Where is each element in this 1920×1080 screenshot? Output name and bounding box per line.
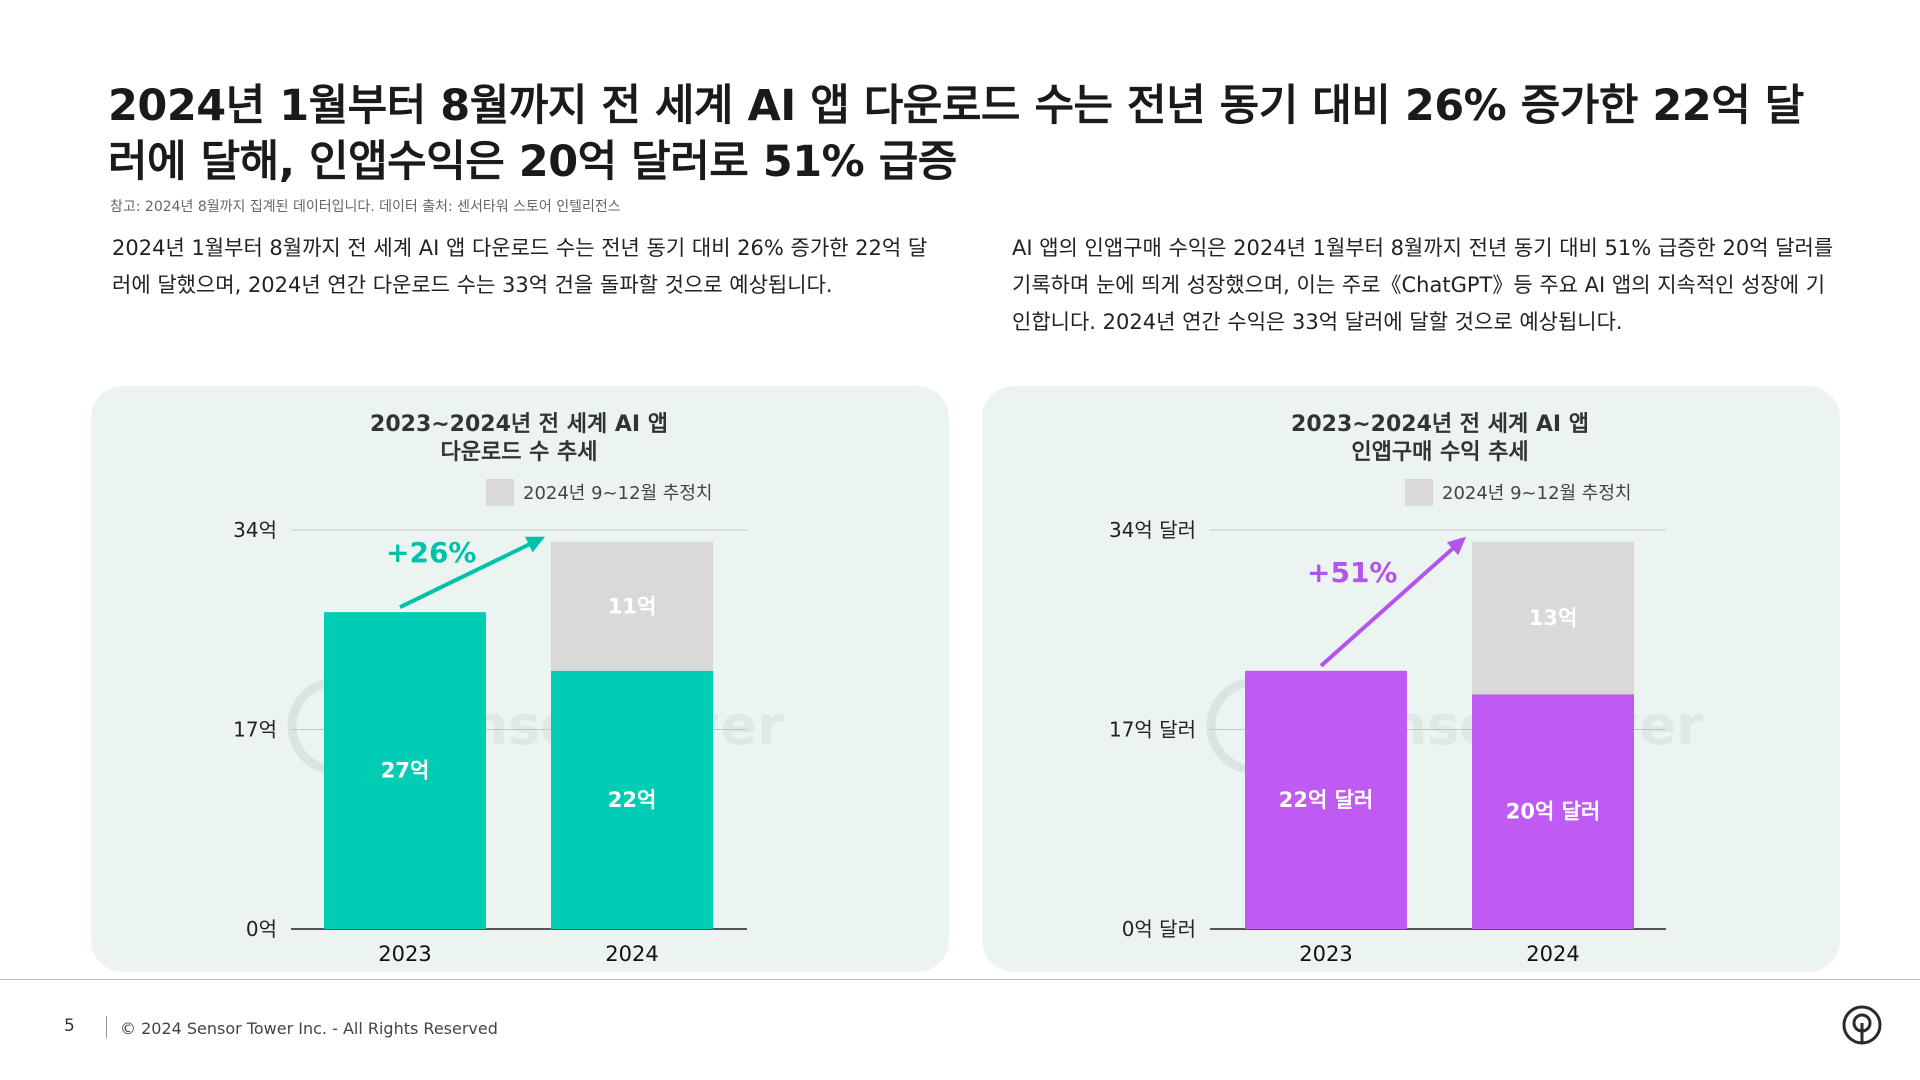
chart-title-line: 2023~2024년 전 세계 AI 앱 — [1291, 412, 1589, 437]
chart-title-line: 인앱구매 수익 추세 — [1351, 440, 1528, 465]
bar-estimate — [1472, 541, 1634, 695]
chart-title-line: 다운로드 수 추세 — [441, 440, 598, 465]
bar-data-label: 11억 — [608, 594, 657, 618]
page-title: 2024년 1월부터 8월까지 전 세계 AI 앱 다운로드 수는 전년 동기 … — [108, 81, 1804, 187]
bar-data-label: 27억 — [381, 759, 430, 783]
legend-label: 2024년 9~12월 추정치 — [1442, 483, 1632, 504]
x-tick-label: 2024 — [605, 942, 658, 966]
y-tick-label: 17억 — [233, 718, 277, 742]
y-tick-label: 34억 달러 — [1109, 518, 1196, 542]
bar-data-label: 22억 — [608, 788, 657, 812]
bar-actual — [324, 612, 486, 929]
copyright-text: © 2024 Sensor Tower Inc. - All Rights Re… — [120, 1019, 498, 1038]
bar-actual — [1472, 694, 1634, 929]
bar-data-label: 13억 — [1529, 606, 1578, 630]
growth-arrow-head — [525, 536, 545, 553]
legend-swatch — [1405, 479, 1433, 506]
footer-separator — [106, 1016, 107, 1038]
bar-data-label: 20억 달러 — [1506, 800, 1601, 824]
bar-actual — [1245, 670, 1407, 929]
legend-label: 2024년 9~12월 추정치 — [523, 483, 713, 504]
x-tick-label: 2024 — [1526, 942, 1579, 966]
y-tick-label: 17억 달러 — [1109, 718, 1196, 742]
y-tick-label: 0억 — [246, 917, 277, 941]
bar-data-label: 22억 달러 — [1279, 788, 1374, 812]
growth-annotation: +26% — [386, 536, 476, 569]
y-tick-label: 34억 — [233, 518, 277, 542]
legend-swatch — [486, 479, 514, 506]
data-source-note: 참고: 2024년 8월까지 집계된 데이터입니다. 데이터 출처: 센서타워 … — [110, 199, 621, 215]
growth-arrow-line — [1319, 543, 1459, 668]
growth-arrow-head — [1446, 536, 1466, 556]
revenue-description: AI 앱의 인앱구매 수익은 2024년 1월부터 8월까지 전년 동기 대비 … — [1012, 236, 1834, 334]
growth-annotation: +51% — [1307, 556, 1397, 589]
bar-estimate — [551, 541, 713, 671]
chart-title-line: 2023~2024년 전 세계 AI 앱 — [370, 412, 668, 437]
downloads-description: 2024년 1월부터 8월까지 전 세계 AI 앱 다운로드 수는 전년 동기 … — [112, 236, 928, 297]
footer-divider — [0, 979, 1920, 980]
x-tick-label: 2023 — [1299, 942, 1352, 966]
growth-arrow-line — [399, 540, 536, 609]
sensor-tower-logo-icon — [1842, 1005, 1882, 1045]
bar-actual — [551, 670, 713, 929]
page-number: 5 — [64, 1016, 75, 1036]
y-tick-label: 0억 달러 — [1122, 917, 1196, 941]
x-tick-label: 2023 — [378, 942, 431, 966]
